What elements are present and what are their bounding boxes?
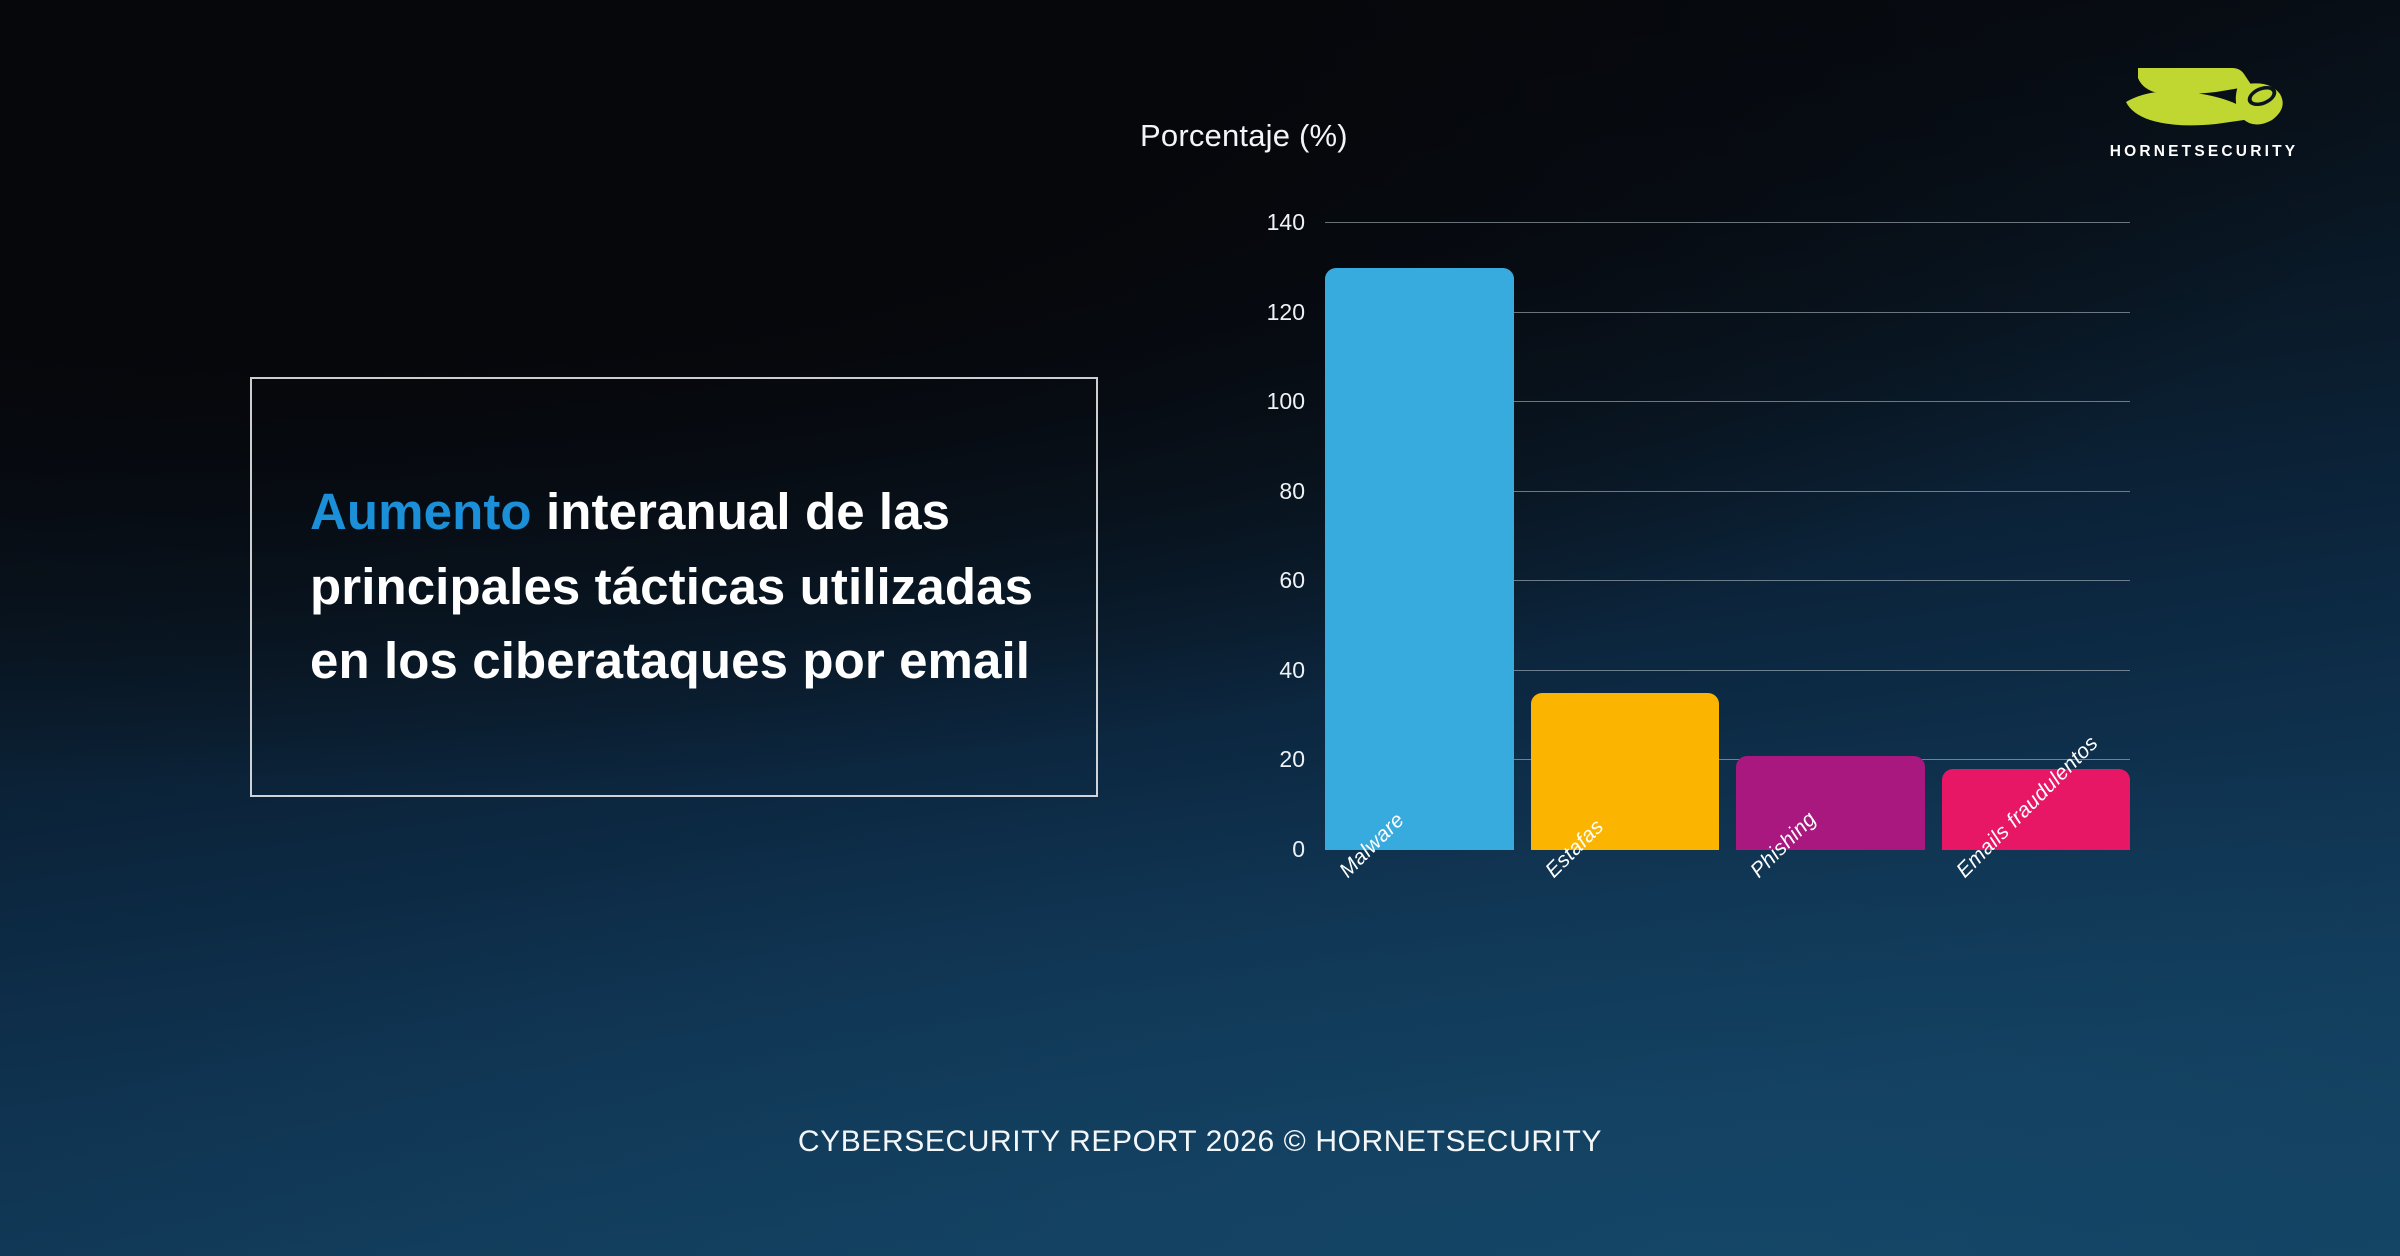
headline-accent-word: Aumento: [310, 482, 532, 540]
y-axis-tick-label: 0: [1292, 835, 1305, 862]
y-axis-tick-label: 80: [1279, 477, 1305, 504]
bar-column: Estafas: [1530, 223, 1719, 882]
bar-column: Malware: [1325, 223, 1514, 882]
y-axis-tick-label: 60: [1279, 567, 1305, 594]
chart-plot-area: 0 20 40 60 80 100 120 140 Malware Estafas Phishin…: [1267, 209, 2130, 882]
chart-title: Porcentaje (%): [1140, 118, 1348, 153]
bar-column: Phishing: [1736, 223, 1925, 882]
hornet-logo-icon: [2126, 68, 2283, 126]
headline-rest-text: interanual de las principales tácticas u…: [310, 482, 1034, 690]
bar-chart: Porcentaje (%) 0 20 40 60 80 100 120 140 Malwar…: [1120, 118, 2210, 908]
gridline: [1325, 759, 2130, 761]
hornetsecurity-logo: HORNETSECURITY: [2104, 52, 2304, 178]
logo-wordmark: HORNETSECURITY: [2109, 143, 2299, 160]
y-axis-tick-label: 40: [1279, 656, 1305, 683]
y-axis-tick-label: 100: [1266, 388, 1305, 415]
gridline: [1325, 401, 2130, 403]
gridline: [1325, 669, 2130, 671]
footer-text: CYBERSECURITY REPORT 2026 © HORNETSECURI…: [797, 1125, 1603, 1158]
headline-panel: Aumento interanual de las principales tá…: [250, 377, 1098, 797]
bar-column: Emails fraudulentos: [1941, 223, 2130, 882]
gridline: [1325, 311, 2130, 313]
bar: [1530, 693, 1719, 850]
gridline: [1325, 490, 2130, 492]
headline-text: Aumento interanual de las principales tá…: [252, 475, 1096, 700]
gridline: [1325, 580, 2130, 582]
bar: [1736, 755, 1925, 850]
y-axis-tick-label: 20: [1279, 746, 1305, 773]
chart-bars: Malware Estafas Phishing Emails fraudulento…: [1325, 223, 2130, 882]
bar: [1941, 769, 2130, 850]
y-axis-tick-label: 140: [1266, 208, 1305, 235]
gridline: [1325, 222, 2130, 223]
y-axis-tick-label: 120: [1266, 298, 1305, 325]
bar: [1325, 267, 1514, 850]
